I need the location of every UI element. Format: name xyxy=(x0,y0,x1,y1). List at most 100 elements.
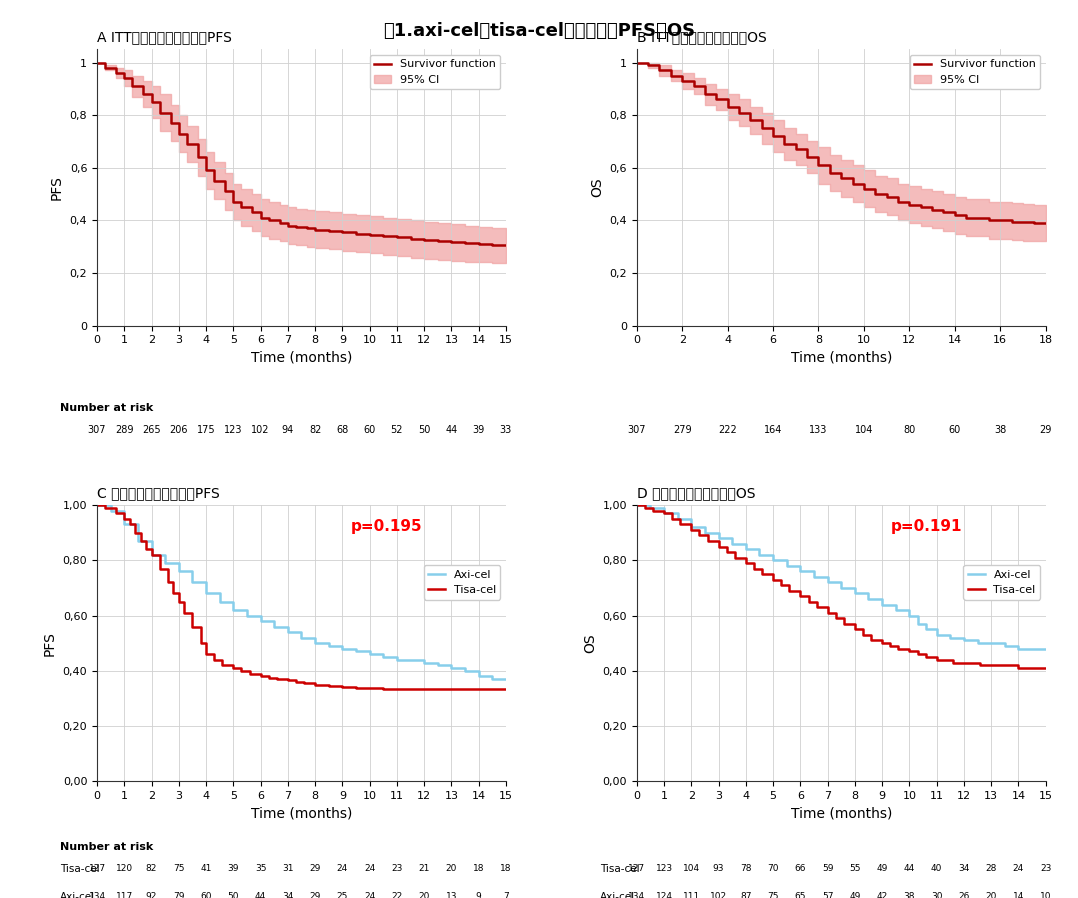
Axi-cel xyxy=(875,599,888,610)
Tisa-cel xyxy=(966,657,979,668)
Text: 38: 38 xyxy=(994,425,1007,435)
Tisa-cel xyxy=(417,683,430,694)
Text: 9: 9 xyxy=(475,892,482,898)
Axi-cel xyxy=(848,588,861,599)
Text: 图1.axi-cel和tisa-cel治疗患者的PFS和OS: 图1.axi-cel和tisa-cel治疗患者的PFS和OS xyxy=(383,22,695,40)
Text: 123: 123 xyxy=(224,425,243,435)
Tisa-cel xyxy=(793,591,806,602)
Text: Tisa-cel: Tisa-cel xyxy=(60,864,100,874)
Tisa-cel xyxy=(254,671,267,682)
Axi-cel xyxy=(281,627,294,638)
Tisa-cel xyxy=(271,674,284,684)
Text: 40: 40 xyxy=(931,864,942,873)
Text: 44: 44 xyxy=(255,892,266,898)
Tisa-cel xyxy=(903,646,916,656)
Axi-cel xyxy=(998,640,1011,651)
Text: 82: 82 xyxy=(146,864,157,873)
Text: 31: 31 xyxy=(282,864,293,873)
Text: 10: 10 xyxy=(1040,892,1051,898)
Text: 22: 22 xyxy=(391,892,402,898)
Tisa-cel xyxy=(838,619,851,629)
Text: 60: 60 xyxy=(949,425,960,435)
Tisa-cel xyxy=(666,514,679,524)
Axi-cel xyxy=(132,535,144,546)
Text: 55: 55 xyxy=(849,864,860,873)
Axi-cel xyxy=(226,604,239,615)
Text: 52: 52 xyxy=(390,425,403,435)
Tisa-cel xyxy=(821,607,834,618)
Tisa-cel xyxy=(235,665,248,676)
Tisa-cel xyxy=(208,655,221,665)
Text: Axi-cel: Axi-cel xyxy=(60,892,95,898)
Tisa-cel xyxy=(775,580,788,591)
Tisa-cel xyxy=(199,649,212,660)
Axi-cel xyxy=(903,610,916,621)
Tisa-cel xyxy=(713,541,725,552)
Text: 39: 39 xyxy=(472,425,485,435)
Tisa-cel xyxy=(685,524,697,535)
Axi-cel xyxy=(740,544,752,555)
Text: 28: 28 xyxy=(985,864,997,873)
Axi-cel xyxy=(213,596,226,607)
Text: 124: 124 xyxy=(655,892,673,898)
Tisa-cel xyxy=(957,657,970,668)
Text: 50: 50 xyxy=(418,425,430,435)
Text: 20: 20 xyxy=(985,892,997,898)
Tisa-cel xyxy=(458,683,471,694)
Text: p=0.195: p=0.195 xyxy=(350,519,423,534)
Tisa-cel xyxy=(811,602,824,612)
Text: B ITT人群中从单采计算的OS: B ITT人群中从单采计算的OS xyxy=(637,30,766,44)
Text: 127: 127 xyxy=(628,864,646,873)
Axi-cel xyxy=(172,566,185,577)
Text: Number at risk: Number at risk xyxy=(60,403,153,413)
Axi-cel xyxy=(486,674,499,684)
X-axis label: Time (months): Time (months) xyxy=(251,351,353,365)
Axi-cel xyxy=(957,635,970,646)
Axi-cel xyxy=(240,610,253,621)
Tisa-cel xyxy=(226,663,239,674)
Legend: Survivor function, 95% CI: Survivor function, 95% CI xyxy=(910,55,1040,90)
Axi-cel xyxy=(390,655,403,665)
Axi-cel xyxy=(363,649,376,660)
Tisa-cel xyxy=(162,577,175,588)
Tisa-cel xyxy=(308,679,321,690)
Tisa-cel xyxy=(884,640,897,651)
Text: 59: 59 xyxy=(821,864,833,873)
Axi-cel xyxy=(658,508,671,519)
Axi-cel xyxy=(834,583,847,594)
Text: 93: 93 xyxy=(713,864,724,873)
Text: 24: 24 xyxy=(364,892,375,898)
Tisa-cel xyxy=(829,613,842,624)
Axi-cel xyxy=(807,571,820,582)
Axi-cel xyxy=(911,619,924,629)
Axi-cel xyxy=(349,646,362,656)
Tisa-cel xyxy=(911,649,924,660)
Axi-cel xyxy=(377,652,390,663)
Text: 68: 68 xyxy=(336,425,348,435)
Text: 102: 102 xyxy=(710,892,727,898)
Text: 92: 92 xyxy=(146,892,157,898)
Text: 35: 35 xyxy=(254,864,266,873)
Y-axis label: OS: OS xyxy=(590,178,604,198)
Text: 18: 18 xyxy=(473,864,484,873)
Axi-cel xyxy=(943,632,956,643)
Tisa-cel xyxy=(756,568,769,579)
Tisa-cel xyxy=(153,563,166,574)
Axi-cel xyxy=(780,560,793,571)
Text: 14: 14 xyxy=(1012,892,1024,898)
Tisa-cel xyxy=(486,683,499,694)
Legend: Axi-cel, Tisa-cel: Axi-cel, Tisa-cel xyxy=(964,565,1040,600)
Tisa-cel xyxy=(720,547,733,558)
Text: 87: 87 xyxy=(741,892,751,898)
Text: 21: 21 xyxy=(418,864,430,873)
Text: 30: 30 xyxy=(931,892,942,898)
Axi-cel xyxy=(146,550,158,560)
Tisa-cel xyxy=(783,585,796,596)
Text: A ITT人群中从单采计算的PFS: A ITT人群中从单采计算的PFS xyxy=(97,30,232,44)
Axi-cel xyxy=(1025,643,1038,654)
Tisa-cel xyxy=(178,607,191,618)
Text: 134: 134 xyxy=(628,892,646,898)
Text: 66: 66 xyxy=(794,864,806,873)
Text: 25: 25 xyxy=(336,892,348,898)
Tisa-cel xyxy=(693,530,706,541)
